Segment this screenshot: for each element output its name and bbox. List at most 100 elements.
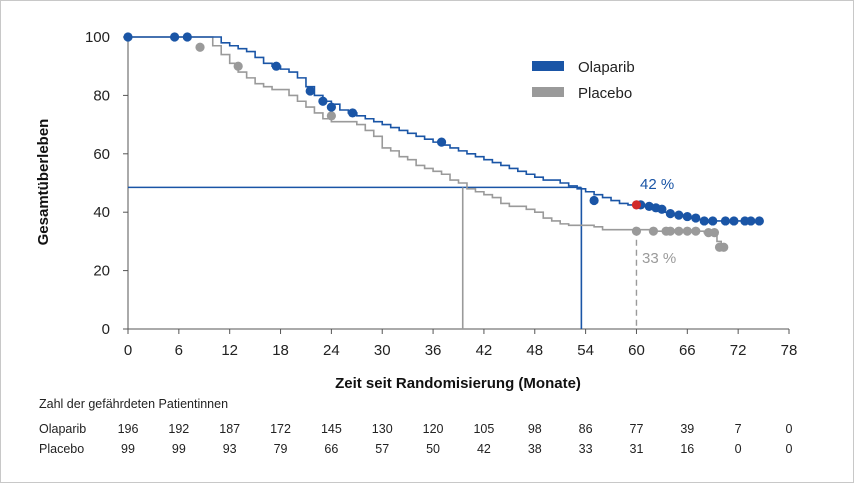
x-tick-label: 6 [175, 342, 183, 359]
km-curve-olaparib [128, 36, 764, 222]
censor-marker-olaparib [305, 86, 315, 96]
censor-marker-placebo [326, 111, 336, 121]
x-tick-label: 60 [628, 342, 645, 359]
risk-value-placebo: 99 [121, 442, 135, 456]
x-tick-label: 78 [781, 342, 798, 359]
legend: Olaparib Placebo [532, 59, 635, 102]
risk-value-olaparib: 0 [786, 422, 793, 436]
placebo-percent-label: 33 % [642, 250, 676, 267]
risk-value-placebo: 57 [375, 442, 389, 456]
risk-value-placebo: 0 [735, 442, 742, 456]
censor-markers-layer [123, 32, 764, 252]
risk-value-olaparib: 192 [168, 422, 189, 436]
x-axis-label: Zeit seit Randomisierung (Monate) [335, 375, 581, 392]
risk-value-placebo: 16 [680, 442, 694, 456]
censor-marker-olaparib [729, 216, 739, 226]
x-tick-label: 48 [526, 342, 543, 359]
x-tick-label: 72 [730, 342, 747, 359]
censor-marker-placebo [674, 226, 684, 236]
risk-value-olaparib: 172 [270, 422, 291, 436]
x-tick-label: 12 [221, 342, 238, 359]
olaparib-percent-label: 42 % [640, 176, 674, 193]
x-tick-label: 24 [323, 342, 340, 359]
censor-marker-olaparib [720, 216, 731, 226]
legend-label-olaparib: Olaparib [578, 59, 635, 76]
x-tick-label: 42 [476, 342, 493, 359]
censor-marker-olaparib [182, 32, 192, 42]
censor-marker-olaparib [123, 32, 133, 42]
legend-label-placebo: Placebo [578, 85, 632, 102]
risk-value-olaparib: 39 [680, 422, 694, 436]
risk-value-olaparib: 7 [735, 422, 742, 436]
censor-marker-olaparib [347, 108, 358, 118]
y-tick-label: 0 [102, 321, 110, 338]
censor-marker-olaparib [271, 61, 281, 71]
risk-value-placebo: 33 [579, 442, 593, 456]
risk-value-olaparib: 105 [473, 422, 494, 436]
olaparib-60-month-highlight [631, 200, 642, 210]
risk-value-placebo: 93 [223, 442, 237, 456]
censor-marker-placebo [682, 226, 692, 236]
series-layer [128, 36, 764, 329]
censor-marker-olaparib [754, 216, 764, 226]
risk-value-placebo: 50 [426, 442, 440, 456]
censor-marker-olaparib [682, 211, 692, 222]
censor-marker-olaparib [436, 137, 447, 147]
risk-value-olaparib: 130 [372, 422, 393, 436]
risk-row-label-olaparib: Olaparib [39, 422, 86, 436]
censor-marker-olaparib [318, 96, 328, 106]
censor-marker-placebo [648, 226, 659, 236]
y-axis-label: Gesamtüberleben [35, 119, 52, 246]
km-curve-placebo [128, 36, 726, 249]
axes-layer: 0 6 12 18 24 30 36 42 48 54 60 66 72 78 0 20 40 60 80 100 [85, 29, 797, 359]
risk-value-olaparib: 120 [423, 422, 444, 436]
censor-marker-placebo [665, 226, 675, 236]
risk-value-placebo: 0 [786, 442, 793, 456]
risk-table-values: 196 192 187 172 145 130 120 105 98 86 77 39 7 0 99 99 93… [118, 422, 793, 456]
censor-marker-placebo [709, 228, 720, 238]
censor-marker-olaparib [746, 216, 756, 226]
censor-marker-olaparib [326, 102, 336, 112]
censor-marker-olaparib [665, 209, 675, 219]
legend-swatch-placebo [532, 87, 564, 97]
y-tick-label: 20 [93, 263, 110, 280]
legend-swatch-olaparib [532, 61, 564, 71]
y-tick-label: 100 [85, 29, 110, 46]
risk-value-olaparib: 187 [219, 422, 240, 436]
risk-value-placebo: 79 [274, 442, 288, 456]
risk-value-olaparib: 77 [630, 422, 644, 436]
risk-value-olaparib: 98 [528, 422, 542, 436]
censor-marker-olaparib [699, 216, 709, 226]
censor-marker-placebo [691, 226, 701, 236]
risk-value-placebo: 99 [172, 442, 186, 456]
risk-value-olaparib: 145 [321, 422, 342, 436]
x-tick-label: 54 [577, 342, 594, 359]
risk-value-placebo: 38 [528, 442, 542, 456]
y-tick-label: 60 [93, 146, 110, 163]
x-tick-label: 36 [425, 342, 442, 359]
censor-marker-placebo [719, 242, 729, 252]
x-tick-label: 0 [124, 342, 132, 359]
risk-value-placebo: 66 [324, 442, 338, 456]
risk-value-placebo: 42 [477, 442, 491, 456]
x-tick-label: 18 [272, 342, 289, 359]
censor-marker-olaparib [657, 204, 667, 214]
risk-value-placebo: 31 [630, 442, 644, 456]
risk-row-label-placebo: Placebo [39, 442, 84, 456]
x-tick-label: 30 [374, 342, 391, 359]
y-tick-label: 80 [93, 87, 110, 104]
censor-marker-placebo [631, 226, 642, 236]
censor-marker-placebo [233, 61, 243, 71]
risk-value-olaparib: 196 [118, 422, 139, 436]
censor-marker-olaparib [691, 213, 701, 223]
censor-marker-olaparib [170, 32, 180, 42]
censor-marker-olaparib [589, 195, 599, 206]
x-tick-label: 66 [679, 342, 696, 359]
y-tick-label: 40 [93, 204, 110, 221]
risk-table-title: Zahl der gefährdeten Patientinnen [39, 397, 228, 411]
risk-value-olaparib: 86 [579, 422, 593, 436]
censor-marker-placebo [195, 42, 205, 52]
censor-marker-olaparib [708, 216, 718, 226]
censor-marker-olaparib [674, 210, 684, 220]
